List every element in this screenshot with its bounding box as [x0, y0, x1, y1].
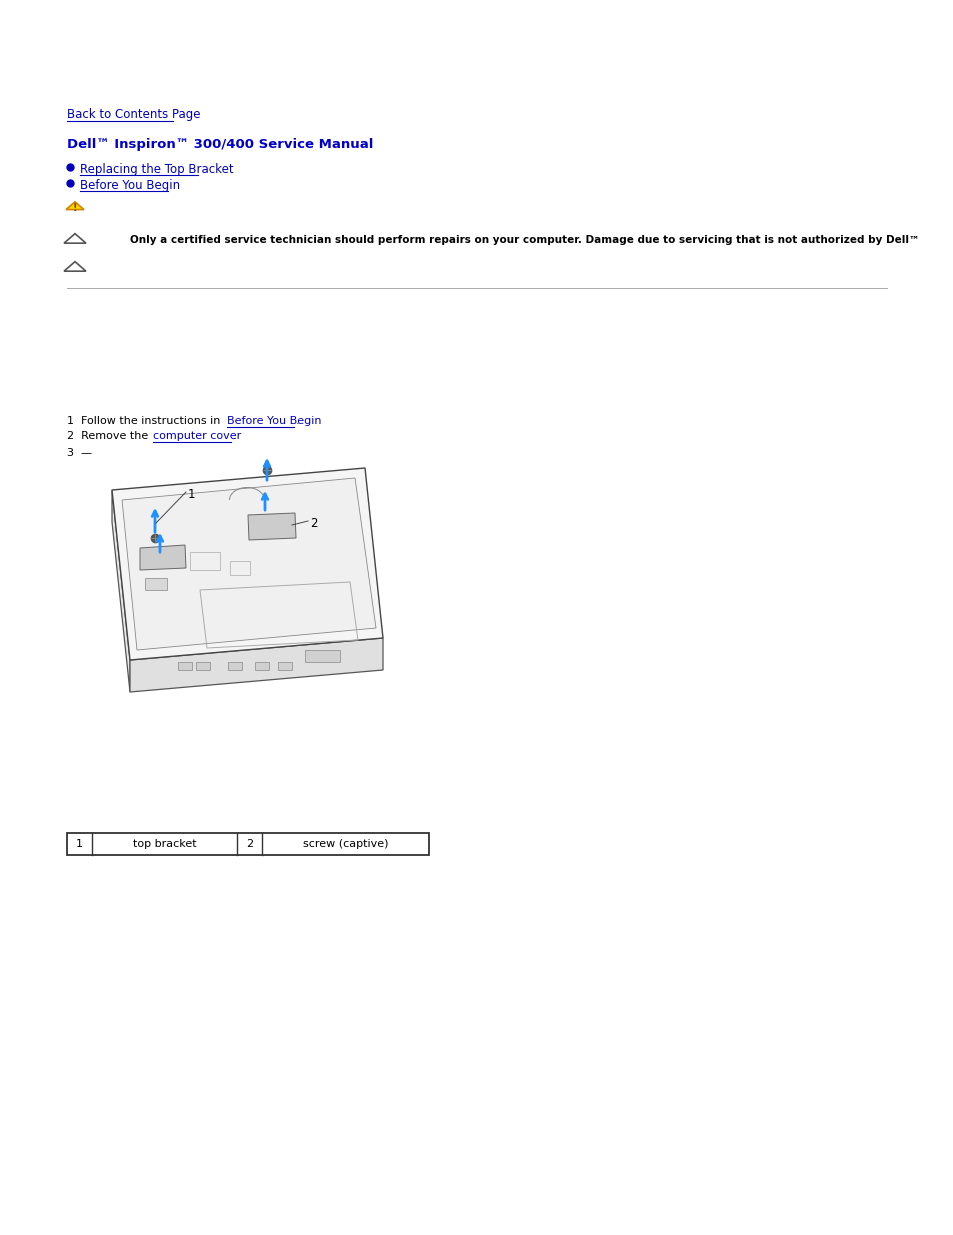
Text: top bracket: top bracket: [132, 839, 196, 848]
Text: computer cover: computer cover: [152, 431, 241, 441]
Polygon shape: [66, 201, 84, 210]
Text: Before You Begin: Before You Begin: [80, 179, 180, 191]
Text: .: .: [295, 416, 299, 426]
Text: !: !: [72, 203, 77, 212]
Text: Replacing the Top Bracket: Replacing the Top Bracket: [80, 163, 233, 177]
Text: 3  —: 3 —: [67, 448, 92, 458]
Text: .: .: [233, 431, 236, 441]
Bar: [195, 662, 210, 671]
Text: 1: 1: [188, 488, 195, 501]
Text: 2: 2: [310, 517, 317, 530]
Text: 2: 2: [246, 839, 253, 848]
Text: Only a certified service technician should perform repairs on your computer. Dam: Only a certified service technician shou…: [130, 235, 919, 245]
Bar: [67, 832, 429, 855]
Bar: [254, 662, 269, 671]
Bar: [230, 561, 250, 576]
Text: Dell™ Inspiron™ 300/400 Service Manual: Dell™ Inspiron™ 300/400 Service Manual: [67, 138, 373, 151]
Bar: [228, 662, 242, 671]
Bar: [277, 662, 292, 671]
Bar: [190, 552, 220, 571]
Text: screw (captive): screw (captive): [302, 839, 388, 848]
Polygon shape: [64, 262, 86, 272]
Polygon shape: [122, 478, 375, 650]
Polygon shape: [130, 638, 382, 692]
Polygon shape: [112, 468, 382, 659]
Polygon shape: [248, 513, 295, 540]
Bar: [145, 578, 167, 590]
Polygon shape: [140, 545, 186, 571]
Text: Back to Contents Page: Back to Contents Page: [67, 107, 200, 121]
Text: Before You Begin: Before You Begin: [227, 416, 321, 426]
Bar: [178, 662, 192, 671]
Bar: [305, 650, 339, 662]
Text: 2  Remove the: 2 Remove the: [67, 431, 152, 441]
Text: 1: 1: [76, 839, 83, 848]
Polygon shape: [64, 233, 86, 243]
Text: 1  Follow the instructions in: 1 Follow the instructions in: [67, 416, 224, 426]
Polygon shape: [112, 490, 130, 692]
